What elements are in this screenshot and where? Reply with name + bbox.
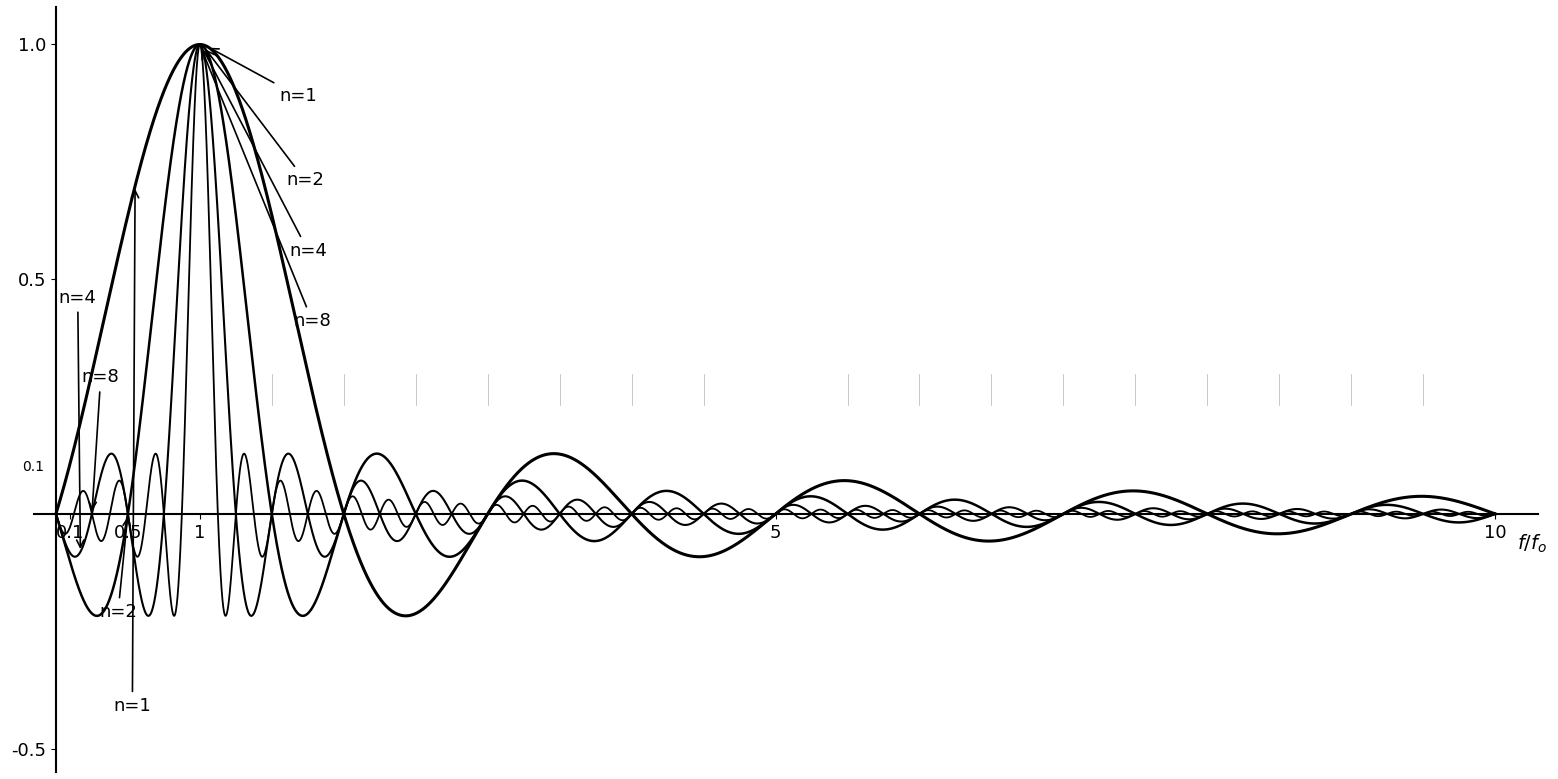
Text: n=8: n=8 bbox=[83, 368, 120, 509]
Text: 0.1: 0.1 bbox=[22, 460, 45, 474]
Text: n=4: n=4 bbox=[59, 289, 97, 548]
Text: $f/f_o$: $f/f_o$ bbox=[1517, 533, 1547, 555]
Text: n=2: n=2 bbox=[100, 519, 137, 621]
Text: n=2: n=2 bbox=[207, 51, 324, 189]
Text: n=4: n=4 bbox=[204, 51, 327, 259]
Text: n=1: n=1 bbox=[212, 48, 316, 105]
Text: n=8: n=8 bbox=[203, 52, 332, 330]
Text: n=1: n=1 bbox=[114, 191, 151, 715]
